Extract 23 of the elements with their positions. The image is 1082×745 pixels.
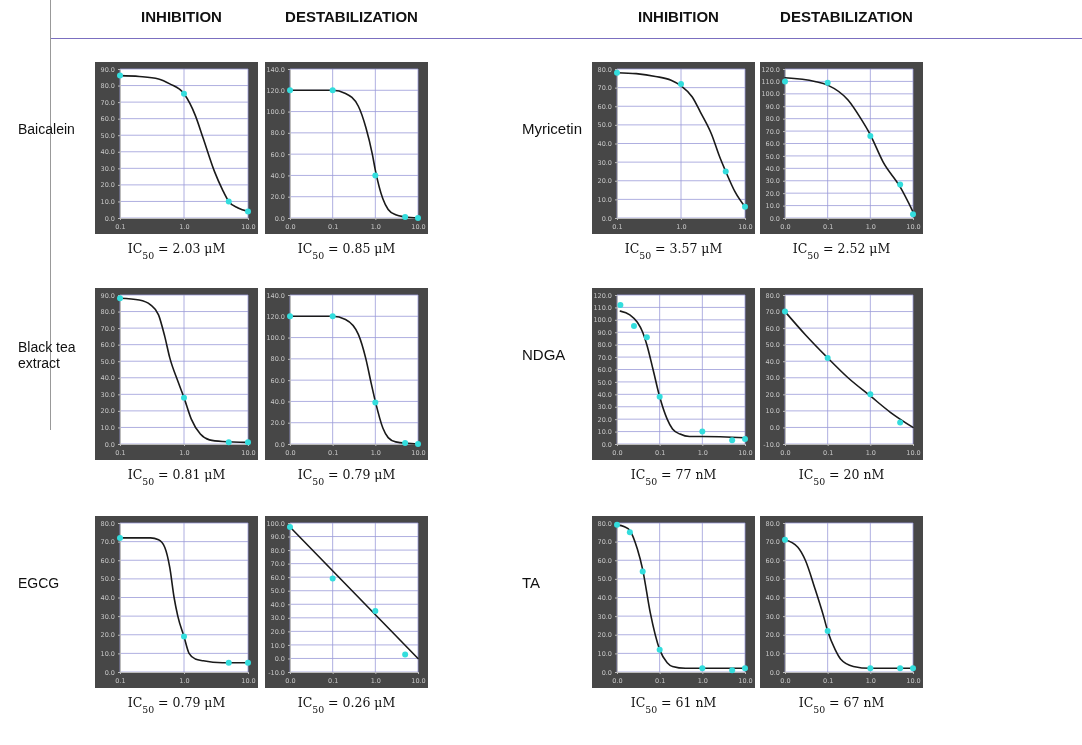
x-axis-title: IC$_{50}$ = 67 nM — [798, 695, 885, 715]
line-series — [784, 310, 914, 429]
x-axis-title: IC$_{50}$ = 61 nM — [630, 695, 717, 715]
chart-title: INHIBITION — [141, 8, 222, 25]
x-axis-title: IC$_{50}$ = 3.57 μM — [624, 241, 723, 261]
x-axis-title: IC$_{50}$ = 0.79 μM — [127, 695, 226, 715]
x-axis-title: IC$_{50}$ = 2.52 μM — [792, 241, 891, 261]
y-axis-title: TA — [522, 574, 541, 592]
y-axis-title: Black tea extract — [18, 339, 76, 372]
x-axis-title: IC$_{50}$ = 20 nM — [798, 467, 885, 487]
chart-title: INHIBITION — [638, 8, 719, 25]
x-axis-title: IC$_{50}$ = 2.03 μM — [127, 241, 226, 261]
x-axis-title: IC$_{50}$ = 0.81 μM — [127, 467, 226, 487]
chart-title: DESTABILIZATION — [285, 8, 418, 25]
x-axis-title: IC$_{50}$ = 0.26 μM — [297, 695, 396, 715]
y-axis-title: EGCG — [18, 575, 60, 592]
y-axis-title: Myricetin — [522, 120, 583, 138]
y-axis-title: Baicalein — [18, 121, 75, 138]
x-axis-title: IC$_{50}$ = 0.85 μM — [297, 241, 396, 261]
x-axis-title: IC$_{50}$ = 77 nM — [630, 467, 717, 487]
x-axis-title: IC$_{50}$ = 0.79 μM — [297, 467, 396, 487]
y-axis-title: NDGA — [522, 346, 566, 364]
chart-title: DESTABILIZATION — [780, 8, 913, 25]
